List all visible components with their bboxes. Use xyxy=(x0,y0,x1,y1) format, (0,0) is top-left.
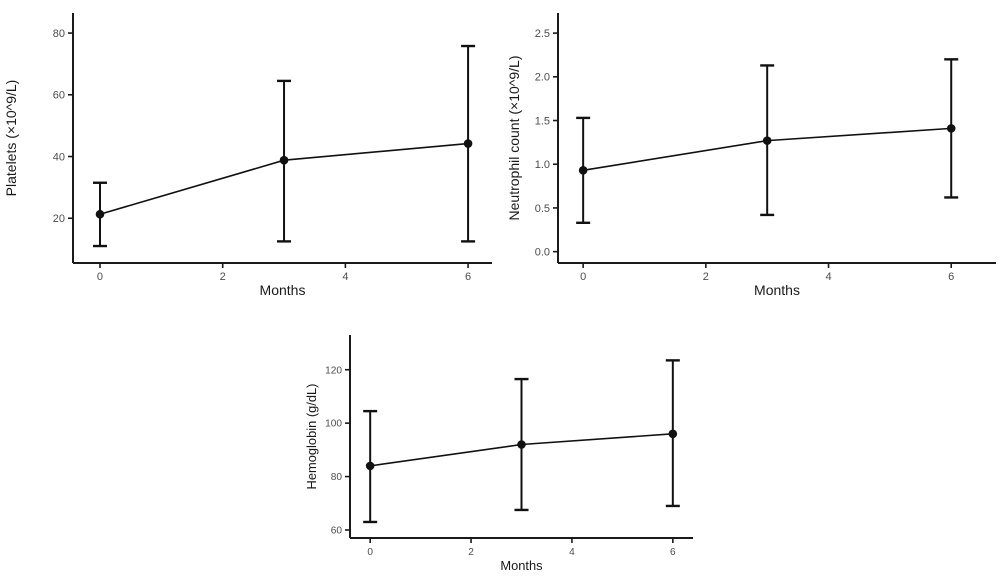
platelets-plot: 20 40 60 80 0 2 4 6 Months Platelets (×10^9/L) xyxy=(3,13,492,298)
x-tick-label: 0 xyxy=(97,271,103,283)
y-tick-label: 60 xyxy=(331,526,343,537)
y-tick-label: 80 xyxy=(53,28,65,40)
x-tick-label: 4 xyxy=(825,271,831,283)
y-tick-label: 80 xyxy=(331,472,343,483)
data-point xyxy=(365,461,375,471)
y-tick-label: 20 xyxy=(53,213,65,225)
x-tick-label: 6 xyxy=(465,271,471,283)
y-axis-title: Hemoglobin (g/dL) xyxy=(304,384,319,490)
x-tick-label: 0 xyxy=(580,271,586,283)
neutrophil-count-chart: 0.0 0.5 1.0 1.5 2.0 2.5 0 2 4 6 Months Neutrophil c… xyxy=(503,0,1005,306)
y-tick-label: 100 xyxy=(325,419,342,430)
y-tick-label: 0.0 xyxy=(535,246,550,258)
data-point xyxy=(578,166,588,175)
hemoglobin-chart: 60 80 100 120 0 2 4 6 Months Hemoglobin (g/dL) xyxy=(300,300,700,580)
hemoglobin-plot: 60 80 100 120 0 2 4 6 Months Hemoglobin (g/dL) xyxy=(304,335,693,573)
platelets-chart: 20 40 60 80 0 2 4 6 Months Platelets (×10^9/L) xyxy=(0,0,502,306)
y-tick-label: 0.5 xyxy=(535,203,550,215)
y-tick-label: 40 xyxy=(53,151,65,163)
x-tick-label: 2 xyxy=(468,547,474,558)
y-axis-title: Neutrophil count (×10^9/L) xyxy=(506,56,522,221)
x-tick-label: 6 xyxy=(670,547,676,558)
data-point xyxy=(95,209,105,219)
x-tick-label: 2 xyxy=(703,271,709,283)
x-tick-label: 4 xyxy=(342,271,348,283)
y-tick-label: 2.0 xyxy=(535,72,550,84)
data-point xyxy=(946,124,956,133)
x-axis-title: Months xyxy=(754,282,800,298)
x-tick-label: 0 xyxy=(367,547,373,558)
y-axis-title: Platelets (×10^9/L) xyxy=(3,80,19,197)
data-point xyxy=(279,155,289,165)
data-point xyxy=(762,136,772,145)
data-point xyxy=(517,440,526,449)
x-tick-label: 2 xyxy=(220,271,226,283)
x-tick-label: 4 xyxy=(569,547,575,558)
x-axis-title: Months xyxy=(260,282,306,298)
y-tick-label: 60 xyxy=(53,90,65,102)
data-point xyxy=(668,429,678,439)
x-tick-label: 6 xyxy=(948,271,954,283)
y-tick-label: 1.0 xyxy=(535,159,550,171)
y-tick-label: 2.5 xyxy=(535,28,550,40)
y-tick-label: 120 xyxy=(325,365,342,376)
x-axis-title: Months xyxy=(500,558,542,573)
data-point xyxy=(463,139,473,148)
neutrophil-count-plot: 0.0 0.5 1.0 1.5 2.0 2.5 0 2 4 6 Months Neutrophil c… xyxy=(506,13,996,298)
y-tick-label: 1.5 xyxy=(535,115,550,127)
